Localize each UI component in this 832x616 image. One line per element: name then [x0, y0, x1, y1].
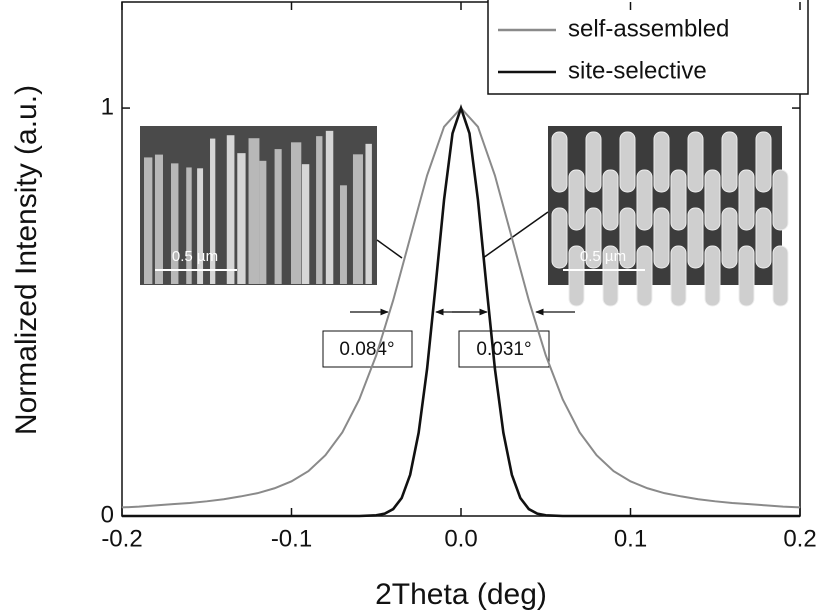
nanowire	[226, 135, 235, 284]
annotation: 0.031°	[476, 339, 531, 360]
nanowire	[365, 143, 372, 284]
inset-scale-label: 0.5 µm	[172, 248, 218, 265]
x-tick-label: -0.2	[101, 525, 142, 552]
legend-label: self-assembled	[568, 15, 729, 42]
nanowire	[301, 164, 310, 284]
nanowire	[210, 138, 216, 284]
nanowire	[339, 185, 347, 284]
nanopillar	[602, 169, 619, 231]
nanowire	[237, 153, 246, 284]
y-tick-label: 1	[101, 93, 114, 120]
nanowire	[325, 130, 334, 284]
nanopillar	[636, 245, 653, 307]
y-axis-label: Normalized Intensity (a.u.)	[10, 85, 43, 435]
nanopillar	[653, 207, 670, 269]
inset-image	[140, 126, 377, 285]
nanowire	[248, 138, 260, 284]
nanowire	[290, 142, 302, 284]
nanowire	[259, 160, 267, 284]
y-tick-label: 0	[101, 501, 114, 528]
nanopillar	[653, 131, 670, 193]
nanopillar	[551, 207, 568, 269]
nanopillar	[755, 207, 772, 269]
nanopillar	[670, 245, 687, 307]
inset-connector	[482, 211, 549, 259]
nanopillar	[602, 245, 619, 307]
x-tick-label: 0.1	[614, 525, 647, 552]
nanopillar	[670, 169, 687, 231]
nanopillar	[772, 245, 789, 307]
legend-label: site-selective	[568, 57, 707, 84]
nanopillar	[704, 245, 721, 307]
nanopillar	[721, 207, 738, 269]
nanopillar	[738, 169, 755, 231]
nanopillar	[755, 131, 772, 193]
nanopillar	[704, 169, 721, 231]
x-tick-label: -0.1	[271, 525, 312, 552]
nanowire	[154, 154, 163, 284]
nanowire	[197, 168, 204, 284]
series-line	[122, 103, 800, 518]
nanowire	[316, 136, 323, 284]
nanopillar	[585, 207, 602, 269]
annotation: 0.084°	[339, 339, 394, 360]
nanopillar	[568, 245, 585, 307]
annotation-box	[322, 330, 413, 368]
x-tick-label: 0.0	[444, 525, 477, 552]
nanopillar	[772, 169, 789, 231]
nanopillar	[687, 131, 704, 193]
inset-image	[548, 126, 789, 307]
nanowire	[186, 167, 192, 284]
nanopillar	[721, 131, 738, 193]
x-tick-label: 0.2	[783, 525, 816, 552]
nanopillar	[568, 169, 585, 231]
inset-scale-label: 0.5 µm	[580, 248, 626, 265]
inset-connector	[376, 239, 403, 259]
nanopillar	[551, 131, 568, 193]
nanopillar	[619, 131, 636, 193]
nanopillar	[738, 245, 755, 307]
annotation-box	[458, 330, 550, 368]
nanopillar	[687, 207, 704, 269]
nanowire	[144, 157, 153, 284]
nanowire	[274, 149, 282, 284]
nanopillar	[619, 207, 636, 269]
nanowire	[352, 154, 363, 284]
nanopillar	[585, 131, 602, 193]
nanowire	[170, 163, 179, 284]
legend-box	[487, 0, 809, 95]
x-axis-label: 2Theta (deg)	[375, 578, 547, 611]
nanopillar	[636, 169, 653, 231]
